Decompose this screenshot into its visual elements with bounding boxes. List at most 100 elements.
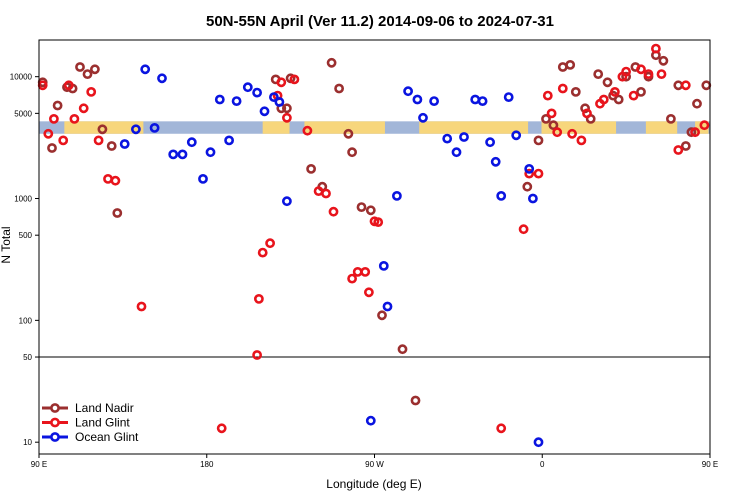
- data-point: [253, 293, 264, 304]
- data-point: [610, 87, 620, 97]
- data-point: [565, 60, 576, 70]
- data-point: [119, 139, 130, 149]
- data-point: [377, 310, 387, 321]
- y-tick-label: 100: [19, 316, 33, 325]
- data-point: [557, 83, 568, 94]
- data-point: [326, 57, 337, 68]
- legend-item: Land Nadir: [42, 401, 134, 415]
- data-point: [216, 423, 227, 434]
- data-point: [306, 163, 316, 174]
- data-point: [214, 94, 225, 105]
- data-point: [397, 344, 408, 355]
- data-point: [149, 123, 160, 133]
- data-point: [673, 145, 684, 155]
- data-point: [49, 114, 59, 124]
- data-point: [63, 80, 74, 91]
- data-point: [496, 190, 507, 201]
- data-point: [302, 125, 313, 136]
- data-point: [429, 96, 439, 106]
- data-point: [321, 188, 331, 199]
- data-point: [410, 395, 421, 406]
- y-tick-label: 5000: [14, 109, 32, 118]
- band-land-fill: [419, 121, 529, 134]
- data-point: [680, 80, 691, 91]
- data-point: [621, 71, 631, 82]
- data-point: [613, 94, 624, 105]
- data-point: [281, 196, 292, 207]
- data-points-layer: [37, 43, 712, 448]
- data-point: [580, 103, 590, 114]
- y-tick-label: 50: [23, 353, 32, 362]
- data-point: [567, 128, 577, 139]
- legend-label: Land Nadir: [75, 401, 134, 415]
- data-point: [546, 108, 557, 119]
- x-tick-label: 90 W: [365, 460, 384, 469]
- plot-frame: [38, 39, 711, 455]
- data-point: [699, 120, 710, 131]
- data-point: [276, 77, 287, 88]
- data-point: [242, 82, 253, 93]
- data-point: [224, 135, 234, 146]
- band-land-fill: [64, 121, 144, 134]
- data-point: [252, 87, 262, 98]
- data-point: [598, 94, 609, 105]
- data-point: [692, 98, 702, 109]
- data-point: [136, 301, 147, 312]
- y-tick-label: 1000: [14, 195, 32, 204]
- data-point: [281, 112, 292, 123]
- band-land-fill: [304, 121, 385, 134]
- x-axis-ticks: 90 E 180 90 W 0 90 E: [31, 454, 718, 469]
- data-point: [524, 163, 535, 174]
- legend-swatch-marker: [50, 403, 60, 413]
- data-point: [686, 127, 697, 138]
- data-point: [198, 173, 208, 184]
- data-point: [347, 273, 357, 284]
- data-point: [621, 66, 631, 77]
- x-tick-label: 180: [200, 460, 214, 469]
- data-point: [680, 141, 691, 151]
- data-point: [58, 135, 69, 146]
- data-point: [533, 135, 544, 146]
- data-point: [636, 87, 646, 97]
- legend-label: Ocean Glint: [75, 430, 139, 444]
- data-point: [47, 143, 57, 153]
- legend-swatch-marker: [50, 432, 60, 442]
- data-point: [82, 69, 93, 79]
- data-point: [112, 208, 123, 218]
- data-point: [363, 287, 374, 298]
- data-point: [328, 206, 339, 217]
- data-point: [177, 149, 188, 160]
- data-point: [533, 168, 544, 179]
- data-point: [666, 114, 676, 124]
- band-land-fill: [645, 121, 678, 134]
- data-point: [628, 90, 639, 101]
- data-point: [43, 128, 54, 139]
- data-point: [378, 260, 389, 271]
- data-point: [360, 266, 371, 277]
- data-point: [636, 64, 646, 75]
- data-point: [541, 114, 551, 124]
- data-point: [90, 64, 100, 75]
- data-point: [130, 124, 141, 135]
- data-point: [274, 97, 285, 107]
- data-point: [268, 92, 279, 102]
- data-point: [701, 80, 712, 91]
- data-point: [343, 128, 354, 139]
- x-tick-label: 90 E: [702, 460, 718, 469]
- data-point: [690, 127, 700, 138]
- data-point: [542, 90, 553, 101]
- data-point: [75, 62, 85, 72]
- x-tick-label: 90 E: [31, 460, 47, 469]
- data-point: [257, 247, 268, 258]
- data-point: [533, 437, 544, 448]
- data-point: [110, 175, 121, 186]
- data-point: [365, 205, 376, 216]
- data-point: [582, 108, 592, 119]
- data-point: [78, 103, 89, 114]
- data-point: [511, 130, 522, 141]
- data-point: [140, 64, 151, 75]
- data-point: [602, 77, 613, 88]
- data-point: [52, 100, 63, 111]
